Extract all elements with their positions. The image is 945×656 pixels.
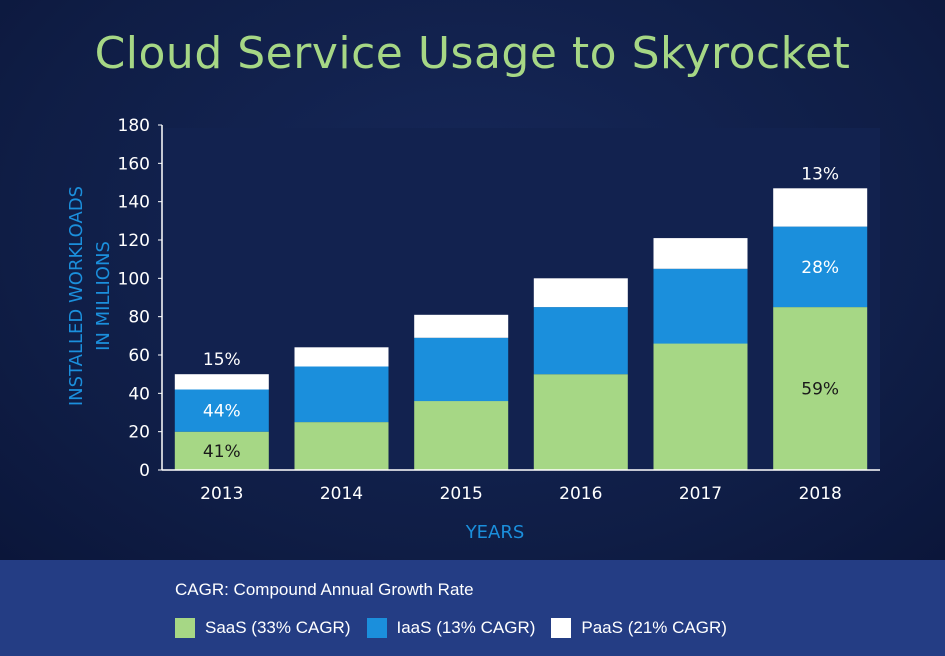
axes-group: 0 20 40 60 80 100 120 140 160 180 2013 2014 2015 2016… [66,116,880,543]
y-tick-label: 20 [128,423,150,443]
y-tick-label: 140 [118,193,150,213]
chart-title: Cloud Service Usage to Skyrocket [94,28,851,79]
annotations-group: 41% 44% 15% 59% 28% 13% [203,164,839,462]
y-tick-label: 180 [118,116,150,136]
bar-iaas-2016 [533,307,628,375]
y-axis-label-line: IN MILLIONS [93,241,114,351]
y-axis-label: INSTALLED WORKLOADS IN MILLIONS [66,186,114,406]
y-tick-label: 40 [128,384,150,404]
legend-swatch [175,618,195,638]
x-tick-label: 2015 [440,484,483,504]
data-label: 13% [801,164,839,184]
x-tick-label: 2014 [320,484,363,504]
y-tick-label: 80 [128,308,150,328]
bar-paas-2016 [533,278,628,308]
bar-saas-2017 [653,343,748,470]
bar-iaas-2014 [294,366,389,423]
bars-group [174,188,868,470]
legend-swatch [366,618,387,638]
plot-area [162,128,880,470]
chart-panel: Cloud Service Usage to Skyrocket 41% 44% 1… [0,0,945,560]
x-axis-label: YEARS [465,522,525,543]
x-tick-label: 2013 [200,484,243,504]
x-tick-label: 2017 [679,484,722,504]
bar-paas-2013 [174,374,269,390]
legend: SaaS (33% CAGR) IaaS (13% CAGR) PaaS (21% … [175,618,743,638]
y-tick-label: 120 [118,231,150,251]
legend-swatch [551,618,572,638]
data-label: 59% [801,380,839,400]
x-tick-label: 2018 [799,484,842,504]
legend-label: IaaS (13% CAGR) [396,618,536,637]
cagr-note: CAGR: Compound Annual Growth Rate [175,580,474,599]
bar-saas-2018 [773,307,868,470]
bar-iaas-2018 [773,226,868,308]
y-axis-label-line: INSTALLED WORKLOADS [66,186,87,406]
bar-iaas-2013 [174,389,269,432]
bar-iaas-2017 [653,268,748,344]
y-tick-label: 100 [118,269,150,289]
legend-label: SaaS (33% CAGR) [205,618,351,637]
bar-saas-2013 [174,431,269,470]
bar-saas-2014 [294,422,389,470]
legend-label: PaaS (21% CAGR) [581,618,727,637]
bar-saas-2015 [414,401,509,470]
bar-saas-2016 [533,374,628,470]
legend-item-iaas: IaaS (13% CAGR) [366,618,536,638]
bar-iaas-2015 [414,337,509,402]
data-label: 28% [801,258,839,278]
legend-item-paas: PaaS (21% CAGR) [551,618,727,638]
y-tick-label: 0 [139,461,150,481]
y-tick-label: 60 [128,346,150,366]
data-label: 44% [203,402,241,422]
y-tick-label: 160 [118,154,150,174]
stacked-bar-chart: 41% 44% 15% 59% 28% 13% 0 20 40 60 80 100 120 140 160… [66,116,880,543]
bar-paas-2014 [294,347,389,367]
x-tick-label: 2016 [559,484,602,504]
bar-paas-2018 [773,188,868,227]
legend-item-saas: SaaS (33% CAGR) [175,618,351,638]
bar-paas-2017 [653,238,748,269]
data-label: 41% [203,442,241,462]
data-label: 15% [203,350,241,370]
bar-paas-2015 [414,314,509,338]
legend-footer: CAGR: Compound Annual Growth Rate SaaS (… [0,560,945,656]
